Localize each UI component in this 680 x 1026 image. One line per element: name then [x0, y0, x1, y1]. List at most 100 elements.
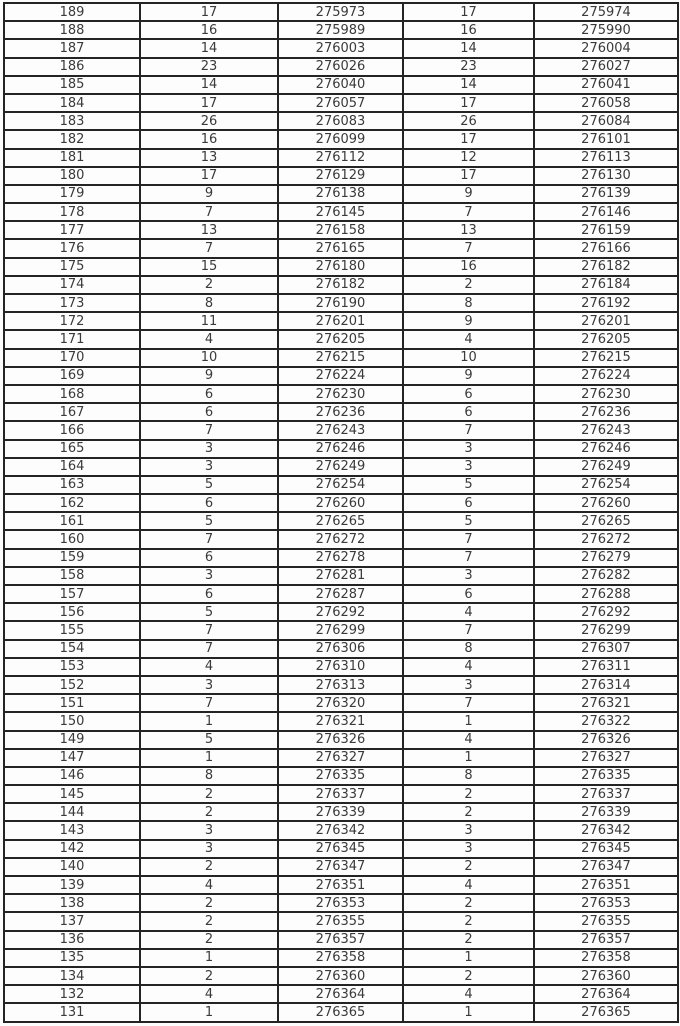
- table-row: 158 3 276281 3 276282: [3, 565, 679, 587]
- table-cell: 169: [3, 365, 141, 386]
- table-row: 182 16 276099 17 276101: [3, 129, 679, 150]
- table-cell: 276365: [277, 1002, 404, 1023]
- table-cell: 276146: [533, 202, 679, 223]
- table-cell: 276307: [533, 638, 679, 659]
- table-cell: 276320: [277, 693, 404, 714]
- table-cell: 276281: [277, 565, 404, 587]
- table-cell: 276041: [533, 74, 679, 95]
- table-cell: 143: [3, 820, 141, 841]
- table-cell: 276184: [533, 274, 679, 296]
- table-cell: 178: [3, 202, 141, 223]
- table-body: 189 17 275973 17 275974 188 16 275989 16 275990 18…: [3, 1, 679, 1023]
- table-cell: 275973: [277, 1, 404, 23]
- table-cell: 9: [402, 183, 535, 205]
- table-cell: 276265: [533, 511, 679, 532]
- table-cell: 132: [3, 984, 141, 1005]
- table-cell: 276282: [533, 565, 679, 587]
- table-cell: 276230: [277, 383, 404, 405]
- table-cell: 276357: [533, 929, 679, 950]
- table-cell: 2: [139, 893, 279, 914]
- table-cell: 276278: [277, 547, 404, 568]
- table-cell: 2: [402, 893, 535, 914]
- table-cell: 3: [139, 456, 279, 477]
- table-cell: 276145: [277, 202, 404, 223]
- table-cell: 276335: [277, 765, 404, 787]
- table-cell: 7: [402, 529, 535, 550]
- table-cell: 7: [139, 620, 279, 641]
- table-cell: 7: [402, 547, 535, 568]
- table-cell: 1: [402, 947, 535, 968]
- table-cell: 276353: [277, 893, 404, 914]
- table-cell: 167: [3, 402, 141, 423]
- table-cell: 276243: [533, 420, 679, 441]
- table-cell: 17: [139, 1, 279, 23]
- table-cell: 7: [139, 420, 279, 441]
- table-cell: 276260: [533, 493, 679, 514]
- table-cell: 276236: [533, 402, 679, 423]
- table-cell: 276337: [533, 784, 679, 805]
- table-cell: 181: [3, 147, 141, 168]
- table-cell: 2: [402, 856, 535, 878]
- table-cell: 1: [402, 747, 535, 768]
- table-cell: 5: [402, 474, 535, 496]
- table-cell: 275990: [533, 20, 679, 41]
- table-cell: 276287: [277, 583, 404, 605]
- table-cell: 276313: [277, 674, 404, 696]
- table-cell: 276026: [277, 56, 404, 77]
- table-row: 173 8 276190 8 276192: [3, 292, 679, 314]
- table-cell: 2: [139, 856, 279, 878]
- table-cell: 4: [402, 874, 535, 896]
- table-cell: 4: [139, 329, 279, 350]
- table-cell: 168: [3, 383, 141, 405]
- table-cell: 3: [139, 820, 279, 841]
- table-row: 155 7 276299 7 276299: [3, 620, 679, 641]
- table-cell: 7: [139, 238, 279, 259]
- table-cell: 276180: [277, 256, 404, 277]
- table-row: 163 5 276254 5 276254: [3, 474, 679, 496]
- table-row: 169 9 276224 9 276224: [3, 365, 679, 386]
- table-row: 164 3 276249 3 276249: [3, 456, 679, 477]
- table-cell: 7: [402, 420, 535, 441]
- table-row: 166 7 276243 7 276243: [3, 420, 679, 441]
- table-cell: 3: [402, 820, 535, 841]
- table-cell: 276360: [277, 965, 404, 987]
- table-cell: 276004: [533, 38, 679, 59]
- table-cell: 276345: [277, 838, 404, 859]
- table-cell: 276230: [533, 383, 679, 405]
- table-cell: 276243: [277, 420, 404, 441]
- table-row: 153 4 276310 4 276311: [3, 656, 679, 677]
- table-cell: 166: [3, 420, 141, 441]
- table-cell: 13: [402, 220, 535, 241]
- table-cell: 2: [402, 929, 535, 950]
- table-cell: 276215: [533, 347, 679, 368]
- table-cell: 3: [139, 838, 279, 859]
- table-cell: 3: [402, 838, 535, 859]
- table-cell: 134: [3, 965, 141, 987]
- table-cell: 276351: [277, 874, 404, 896]
- table-cell: 3: [139, 565, 279, 587]
- table-cell: 187: [3, 38, 141, 59]
- table-cell: 276327: [533, 747, 679, 768]
- table-cell: 139: [3, 874, 141, 896]
- table-cell: 2: [139, 784, 279, 805]
- table-cell: 276215: [277, 347, 404, 368]
- table-cell: 160: [3, 529, 141, 550]
- table-cell: 176: [3, 238, 141, 259]
- table-row: 168 6 276230 6 276230: [3, 383, 679, 405]
- table-cell: 2: [139, 802, 279, 823]
- table-cell: 3: [139, 438, 279, 459]
- table-cell: 3: [402, 438, 535, 459]
- table-cell: 276201: [277, 311, 404, 332]
- table-cell: 276347: [533, 856, 679, 878]
- table-cell: 276130: [533, 165, 679, 186]
- table-cell: 8: [402, 638, 535, 659]
- table-row: 183 26 276083 26 276084: [3, 111, 679, 132]
- table-row: 174 2 276182 2 276184: [3, 274, 679, 296]
- table-cell: 157: [3, 583, 141, 605]
- table-row: 138 2 276353 2 276353: [3, 893, 679, 914]
- table-cell: 276260: [277, 493, 404, 514]
- table-row: 189 17 275973 17 275974: [3, 1, 679, 23]
- table-cell: 4: [402, 729, 535, 750]
- table-cell: 276224: [533, 365, 679, 386]
- table-cell: 4: [402, 602, 535, 623]
